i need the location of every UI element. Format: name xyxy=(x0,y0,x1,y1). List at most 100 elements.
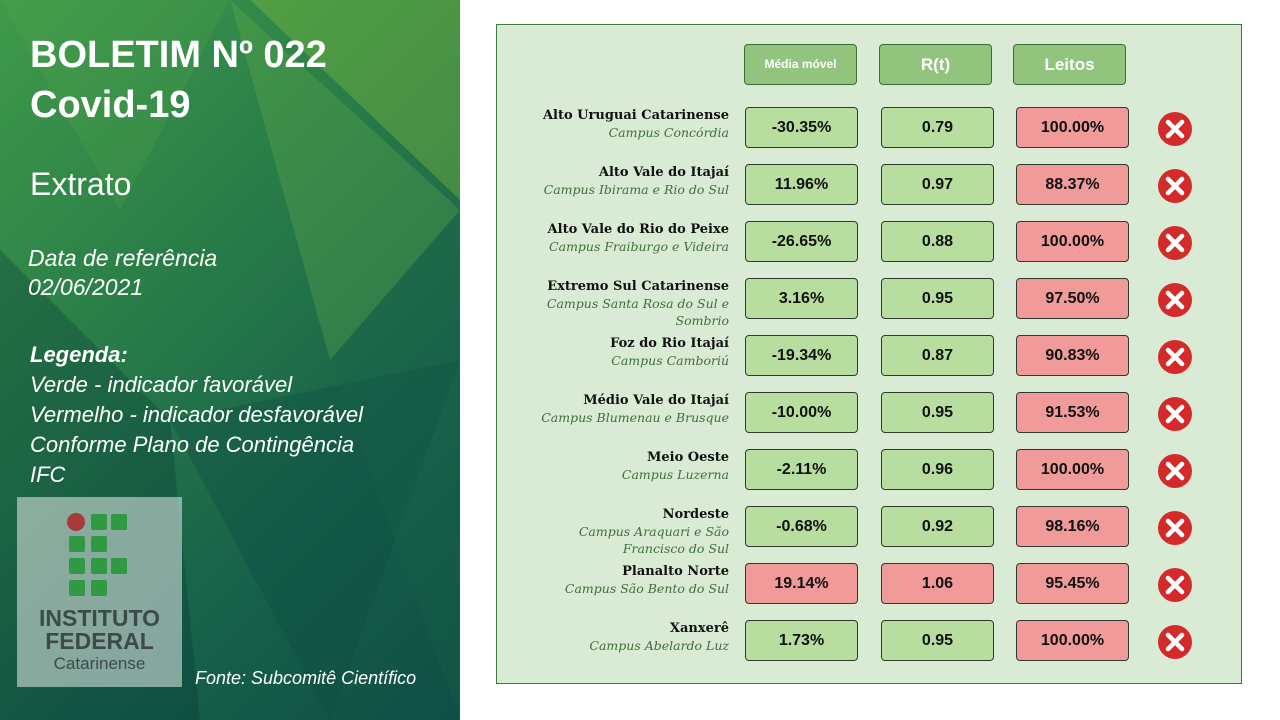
region-row: Alto Vale do Rio do Peixe Campus Fraiburg… xyxy=(497,221,1243,278)
region-label: Planalto Norte Campus São Bento do Sul xyxy=(529,563,729,597)
red-x-icon xyxy=(1158,511,1192,545)
logo-square xyxy=(111,514,127,530)
media-movel-cell: 1.73% xyxy=(745,620,858,661)
leitos-cell: 88.37% xyxy=(1016,164,1129,205)
media-movel-cell: -26.65% xyxy=(745,221,858,262)
campus-name: Campus Santa Rosa do Sul e Sombrio xyxy=(546,296,729,328)
bulletin-title: BOLETIM Nº 022 Covid-19 xyxy=(30,30,327,130)
logo-line-federal: FEDERAL xyxy=(45,628,154,654)
logo-square xyxy=(91,514,107,530)
campus-name: Campus Ibirama e Rio do Sul xyxy=(543,182,729,197)
media-movel-cell: -10.00% xyxy=(745,392,858,433)
campus-name: Campus Abelardo Luz xyxy=(589,638,729,653)
region-row: Extremo Sul Catarinense Campus Santa Rosa… xyxy=(497,278,1243,335)
logo-square xyxy=(111,558,127,574)
header-leitos: Leitos xyxy=(1013,44,1126,85)
logo-square xyxy=(91,558,107,574)
red-x-icon xyxy=(1158,454,1192,488)
reference-date: 02/06/2021 xyxy=(28,274,144,300)
rt-cell: 0.96 xyxy=(881,449,994,490)
header-rt: R(t) xyxy=(879,44,992,85)
leitos-cell: 91.53% xyxy=(1016,392,1129,433)
legend: Legenda: Verde - indicador favorável Ver… xyxy=(30,340,363,490)
region-row: Alto Uruguai Catarinense Campus Concórdia… xyxy=(497,107,1243,164)
rt-cell: 0.87 xyxy=(881,335,994,376)
header-media-movel: Média móvel xyxy=(744,44,857,85)
region-name: Meio Oeste xyxy=(647,450,729,465)
logo-square xyxy=(69,536,85,552)
legend-line: IFC xyxy=(30,462,66,487)
region-label: Alto Uruguai Catarinense Campus Concórdia xyxy=(529,107,729,141)
rt-cell: 1.06 xyxy=(881,563,994,604)
region-label: Foz do Rio Itajaí Campus Camboriú xyxy=(529,335,729,369)
leitos-cell: 98.16% xyxy=(1016,506,1129,547)
leitos-cell: 90.83% xyxy=(1016,335,1129,376)
region-name: Alto Vale do Itajaí xyxy=(598,165,729,180)
region-name: Foz do Rio Itajaí xyxy=(610,336,729,351)
source-note: Fonte: Subcomitê Científico xyxy=(195,668,417,688)
region-name: Médio Vale do Itajaí xyxy=(583,393,729,408)
red-x-icon xyxy=(1158,625,1192,659)
media-movel-cell: -30.35% xyxy=(745,107,858,148)
rt-cell: 0.95 xyxy=(881,278,994,319)
reference-date-block: Data de referência 02/06/2021 xyxy=(28,244,217,302)
legend-line: Conforme Plano de Contingência xyxy=(30,432,355,457)
campus-name: Campus Camboriú xyxy=(611,353,729,368)
logo-red-dot xyxy=(67,513,85,531)
region-label: Xanxerê Campus Abelardo Luz xyxy=(529,620,729,654)
legend-line: Verde - indicador favorável xyxy=(30,372,293,397)
region-label: Alto Vale do Rio do Peixe Campus Fraiburg… xyxy=(529,221,729,255)
campus-name: Campus Luzerna xyxy=(621,467,729,482)
region-row: Nordeste Campus Araquari e São Francisco … xyxy=(497,506,1243,563)
media-movel-cell: -0.68% xyxy=(745,506,858,547)
logo-line-catarinense: Catarinense xyxy=(53,654,146,673)
region-name: Alto Vale do Rio do Peixe xyxy=(547,222,729,237)
region-name: Alto Uruguai Catarinense xyxy=(542,108,729,123)
red-x-icon xyxy=(1158,112,1192,146)
campus-name: Campus Fraiburgo e Videira xyxy=(549,239,729,254)
rt-cell: 0.88 xyxy=(881,221,994,262)
media-movel-cell: 3.16% xyxy=(745,278,858,319)
media-movel-cell: -2.11% xyxy=(745,449,858,490)
red-x-icon xyxy=(1158,340,1192,374)
region-name: Extremo Sul Catarinense xyxy=(547,279,729,294)
region-row: Planalto Norte Campus São Bento do Sul 19.… xyxy=(497,563,1243,620)
leitos-cell: 100.00% xyxy=(1016,221,1129,262)
region-label: Extremo Sul Catarinense Campus Santa Rosa… xyxy=(529,278,729,329)
rt-cell: 0.79 xyxy=(881,107,994,148)
media-movel-cell: 11.96% xyxy=(745,164,858,205)
red-x-icon xyxy=(1158,568,1192,602)
region-label: Nordeste Campus Araquari e São Francisco … xyxy=(529,506,729,557)
rt-cell: 0.95 xyxy=(881,392,994,433)
region-row: Médio Vale do Itajaí Campus Blumenau e Br… xyxy=(497,392,1243,449)
region-row: Alto Vale do Itajaí Campus Ibirama e Rio … xyxy=(497,164,1243,221)
campus-name: Campus Blumenau e Brusque xyxy=(541,410,729,425)
campus-name: Campus Araquari e São Francisco do Sul xyxy=(578,524,729,556)
campus-name: Campus São Bento do Sul xyxy=(564,581,729,596)
logo-square xyxy=(91,580,107,596)
logo-square xyxy=(69,580,85,596)
bulletin-number: BOLETIM Nº 022 xyxy=(30,34,327,76)
sidebar: BOLETIM Nº 022 Covid-19 Extrato Data de … xyxy=(0,0,460,720)
legend-line: Vermelho - indicador desfavorável xyxy=(30,402,364,427)
leitos-cell: 100.00% xyxy=(1016,620,1129,661)
logo-square xyxy=(69,558,85,574)
leitos-cell: 97.50% xyxy=(1016,278,1129,319)
logo-square xyxy=(91,536,107,552)
rt-cell: 0.97 xyxy=(881,164,994,205)
leitos-cell: 95.45% xyxy=(1016,563,1129,604)
subtitle: Extrato xyxy=(30,166,132,202)
reference-label: Data de referência xyxy=(28,245,218,271)
red-x-icon xyxy=(1158,283,1192,317)
institute-logo: INSTITUTO FEDERAL Catarinense xyxy=(17,497,182,687)
rt-cell: 0.95 xyxy=(881,620,994,661)
logo-line-instituto: INSTITUTO xyxy=(39,605,160,631)
media-movel-cell: 19.14% xyxy=(745,563,858,604)
rt-cell: 0.92 xyxy=(881,506,994,547)
region-name: Planalto Norte xyxy=(622,564,729,579)
region-row: Xanxerê Campus Abelardo Luz 1.73% 0.95 100.0… xyxy=(497,620,1243,677)
leitos-cell: 100.00% xyxy=(1016,449,1129,490)
region-name: Nordeste xyxy=(662,507,729,522)
campus-name: Campus Concórdia xyxy=(608,125,729,140)
indicator-panel: Média móvel R(t) Leitos Alto Uruguai Cat… xyxy=(496,24,1242,684)
